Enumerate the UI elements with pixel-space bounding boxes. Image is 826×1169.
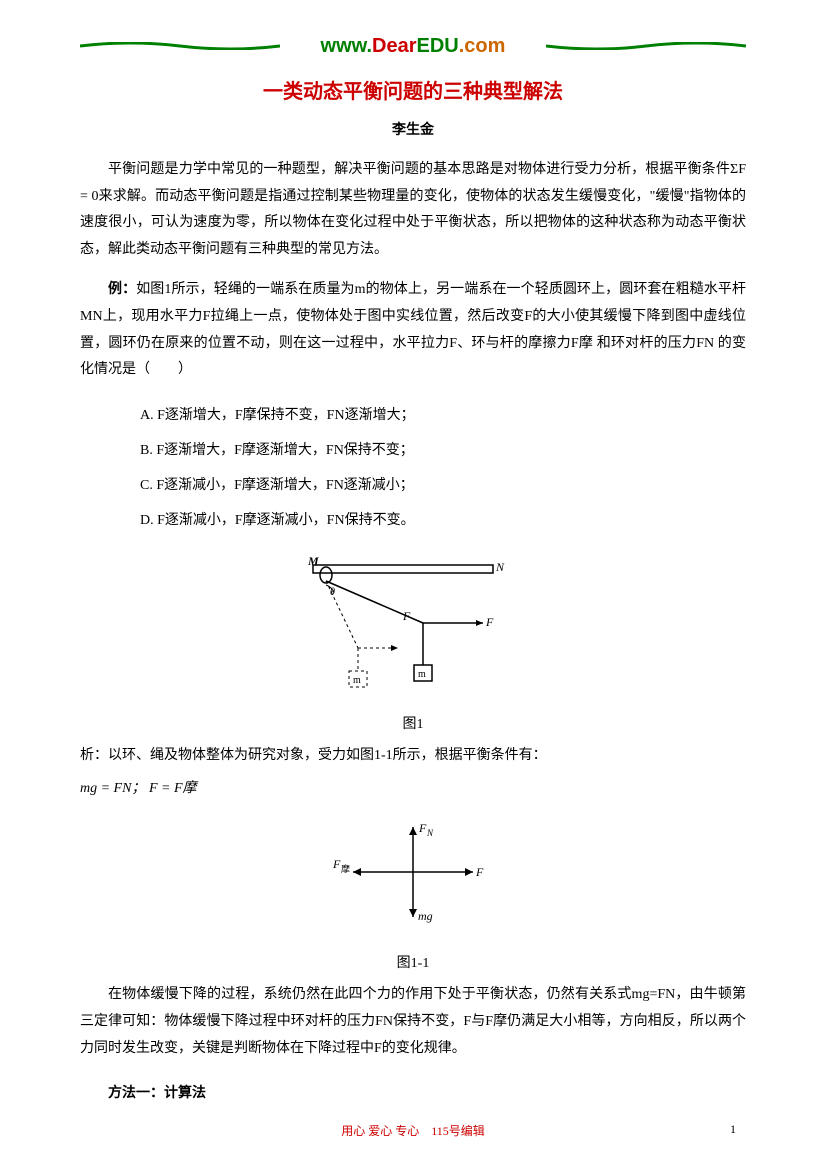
banner-line-left — [80, 42, 280, 50]
para-3: 在物体缓慢下降的过程，系统仍然在此四个力的作用下处于平衡状态，仍然有关系式mg=… — [80, 982, 746, 1062]
example-text: 如图1所示，轻绳的一端系在质量为m的物体上，另一端系在一个轻质圆环上，圆环套在粗… — [80, 282, 746, 377]
label-theta: θ — [330, 587, 335, 598]
example-paragraph: 例：如图1所示，轻绳的一端系在质量为m的物体上，另一端系在一个轻质圆环上，圆环套… — [80, 277, 746, 383]
footer-text: 用心 爱心 专心 115号编辑 — [341, 1124, 485, 1138]
method-1-title: 方法一：计算法 — [80, 1082, 746, 1102]
url-www: www. — [321, 35, 372, 57]
intro-paragraph: 平衡问题是力学中常见的一种题型，解决平衡问题的基本思路是对物体进行受力分析，根据… — [80, 157, 746, 263]
label-F-right2: F — [475, 865, 484, 879]
figure-2-caption: 图1-1 — [80, 952, 746, 972]
url-edu: EDU — [417, 35, 459, 57]
option-list: A. F逐渐增大，F摩保持不变，FN逐渐增大； B. F逐渐增大，F摩逐渐增大，… — [140, 398, 746, 538]
label-m-solid: m — [418, 669, 426, 680]
label-m-dashed: m — [353, 675, 361, 686]
label-M: M — [307, 554, 319, 568]
label-F-right: F — [485, 615, 494, 629]
option-a: A. F逐渐增大，F摩保持不变，FN逐渐增大； — [140, 398, 746, 433]
diagram-1-svg: M N θ F F m m — [288, 553, 538, 693]
label-Fmo-sub: 摩 — [341, 863, 350, 874]
author-name: 李生金 — [80, 119, 746, 139]
diagram-1: M N θ F F m m — [288, 553, 538, 693]
header-banner: www.DearEDU.com — [80, 30, 746, 60]
option-b: B. F逐渐增大，F摩逐渐增大，FN保持不变； — [140, 433, 746, 468]
example-prefix: 例： — [108, 282, 136, 297]
label-F-mid: F — [402, 609, 411, 623]
formula-1: mg = FN； F = F摩 — [80, 777, 746, 797]
label-FN: F — [418, 821, 427, 835]
banner-url: www.DearEDU.com — [321, 35, 506, 58]
label-mg: mg — [418, 909, 433, 923]
figure-2-container: F N mg F F 摩 — [80, 812, 746, 937]
page-number: 1 — [730, 1122, 736, 1137]
figure-1-container: M N θ F F m m — [80, 553, 746, 698]
figure-1-caption: 图1 — [80, 713, 746, 733]
url-dear: Dear — [372, 35, 416, 57]
label-FN-sub: N — [426, 828, 434, 838]
diagram-2-svg: F N mg F F 摩 — [323, 812, 503, 932]
label-Fmo: F — [332, 857, 341, 871]
diagram-2: F N mg F F 摩 — [323, 812, 503, 932]
page-title: 一类动态平衡问题的三种典型解法 — [80, 75, 746, 104]
option-c: C. F逐渐减小，F摩逐渐增大，FN逐渐减小； — [140, 468, 746, 503]
label-N: N — [495, 560, 505, 574]
url-com: .com — [459, 35, 506, 57]
banner-line-right — [546, 42, 746, 50]
option-d: D. F逐渐减小，F摩逐渐减小，FN保持不变。 — [140, 503, 746, 538]
analysis-text: 析：以环、绳及物体整体为研究对象，受力如图1-1所示，根据平衡条件有： — [80, 743, 746, 770]
page-footer: 用心 爱心 专心 115号编辑 1 — [0, 1122, 826, 1139]
